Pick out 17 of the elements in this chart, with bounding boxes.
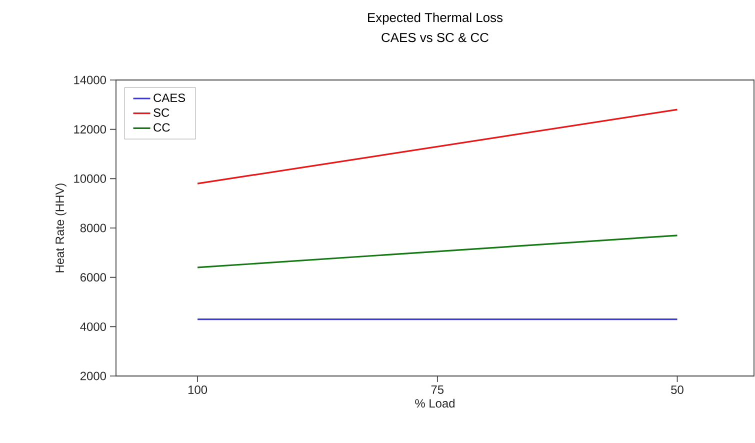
chart-subtitle: CAES vs SC & CC [382, 32, 488, 42]
x-tick-label: 100 [188, 386, 208, 394]
y-tick-label: 10000 [74, 174, 106, 183]
legend-label: CAES [154, 94, 186, 102]
x-tick-label: 75 [431, 386, 444, 394]
y-axis-title: Heat Rate (HHV) [55, 184, 66, 272]
chart-title: Expected Thermal Loss [368, 12, 503, 25]
y-tick-label: 12000 [74, 125, 106, 134]
legend-label: CC [154, 123, 170, 132]
y-tick-label: 14000 [74, 76, 106, 84]
y-tick-label: 4000 [80, 322, 106, 331]
x-tick-label: 50 [671, 386, 684, 394]
legend-label: SC [154, 108, 170, 117]
x-axis-title: % Load [415, 398, 454, 408]
y-tick-label: 8000 [80, 224, 106, 232]
y-tick-label: 6000 [80, 273, 106, 282]
y-tick-label: 2000 [80, 372, 106, 380]
